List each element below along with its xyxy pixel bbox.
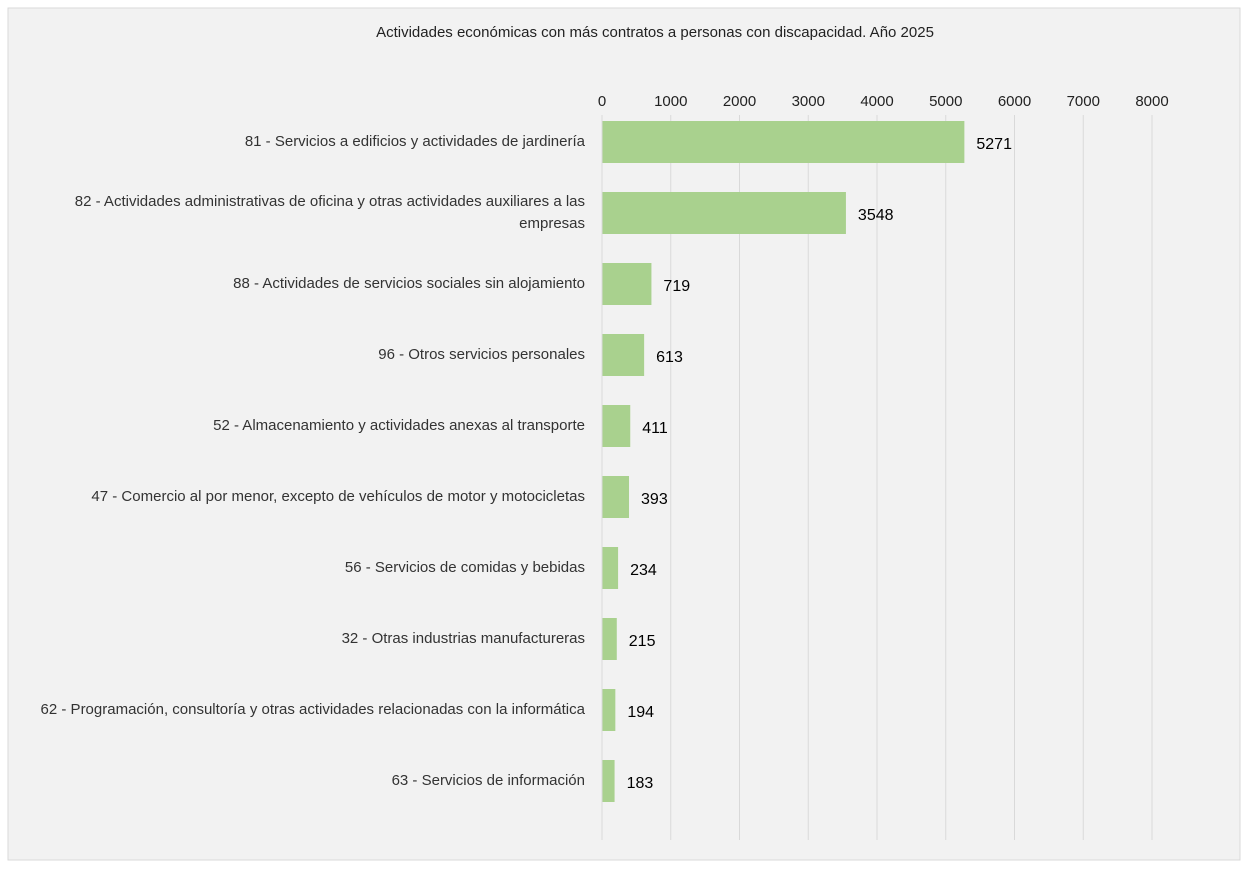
- y-tick-label: 81 - Servicios a edificios y actividades…: [244, 133, 585, 150]
- chart-title: Actividades económicas con más contratos…: [376, 24, 934, 41]
- x-tick-label: 7000: [1067, 93, 1100, 110]
- category-label-box: 81 - Servicios a edificios y actividades…: [244, 133, 585, 150]
- y-tick-label: 56 - Servicios de comidas y bebidas: [344, 559, 585, 576]
- y-tick-label: 47 - Comercio al por menor, excepto de v…: [91, 488, 585, 505]
- category-label-box: 82 - Actividades administrativas de ofic…: [74, 193, 585, 232]
- data-label: 393: [641, 491, 668, 508]
- y-tick-label: 96 - Otros servicios personales: [378, 346, 585, 363]
- data-label: 613: [656, 349, 683, 366]
- bar: [602, 263, 652, 305]
- x-tick-label: 3000: [792, 93, 825, 110]
- data-label: 183: [627, 775, 654, 792]
- bar: [602, 405, 631, 447]
- category-label-box: 96 - Otros servicios personales: [378, 346, 585, 363]
- category-label-box: 47 - Comercio al por menor, excepto de v…: [91, 488, 585, 505]
- bar: [602, 760, 615, 802]
- data-label: 3548: [858, 207, 894, 224]
- y-tick-label: 88 - Actividades de servicios sociales s…: [233, 275, 585, 292]
- bar: [602, 192, 846, 234]
- bar: [602, 689, 616, 731]
- data-label: 5271: [976, 136, 1012, 153]
- data-label: 234: [630, 562, 657, 579]
- x-tick-label: 5000: [929, 93, 962, 110]
- category-label-box: 56 - Servicios de comidas y bebidas: [344, 559, 585, 576]
- category-label-box: 52 - Almacenamiento y actividades anexas…: [213, 417, 585, 434]
- category-label-box: 62 - Programación, consultoría y otras a…: [40, 701, 585, 718]
- x-tick-label: 0: [598, 93, 606, 110]
- data-label: 411: [642, 420, 668, 437]
- bar: [602, 476, 630, 518]
- data-label: 215: [629, 633, 656, 650]
- category-label-box: 88 - Actividades de servicios sociales s…: [233, 275, 585, 292]
- y-tick-label: 32 - Otras industrias manufactureras: [341, 630, 585, 647]
- y-tick-label: 62 - Programación, consultoría y otras a…: [40, 701, 585, 718]
- bar: [602, 334, 645, 376]
- x-tick-label: 4000: [860, 93, 893, 110]
- x-tick-label: 6000: [998, 93, 1031, 110]
- data-label: 719: [663, 278, 690, 295]
- category-label-box: 32 - Otras industrias manufactureras: [341, 630, 585, 647]
- bar: [602, 121, 965, 163]
- data-label: 194: [627, 704, 654, 721]
- y-tick-label: 82 - Actividades administrativas de ofic…: [74, 193, 585, 232]
- y-tick-label: 52 - Almacenamiento y actividades anexas…: [213, 417, 585, 434]
- bar: [602, 618, 617, 660]
- category-label-box: 63 - Servicios de información: [391, 772, 585, 789]
- bar: [602, 547, 619, 589]
- y-tick-label: 63 - Servicios de información: [391, 772, 585, 789]
- x-tick-label: 1000: [654, 93, 687, 110]
- x-tick-label: 8000: [1135, 93, 1168, 110]
- x-tick-label: 2000: [723, 93, 756, 110]
